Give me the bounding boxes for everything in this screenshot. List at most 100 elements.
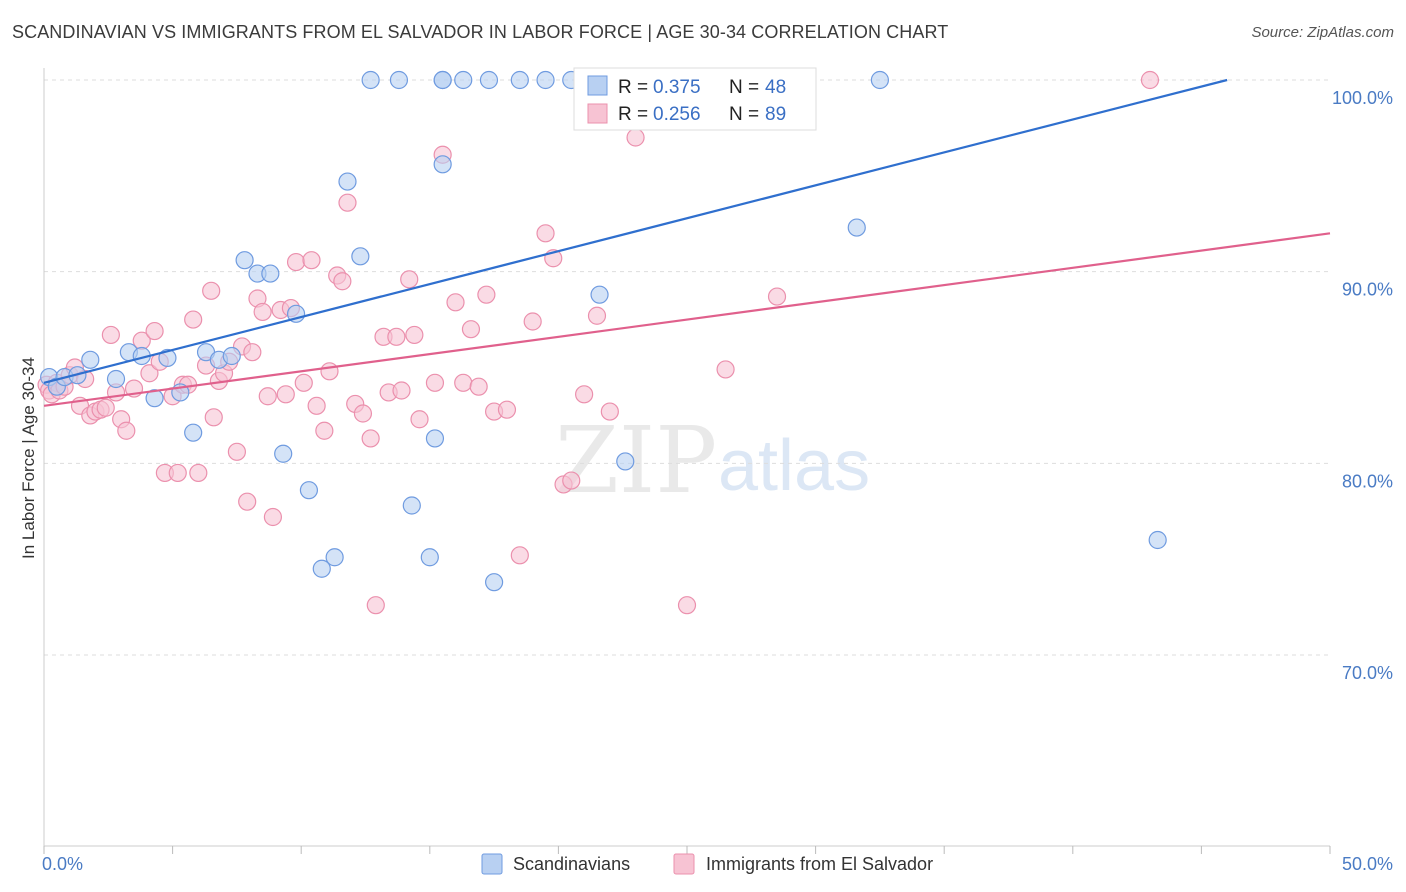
series-immigrants-el-salvador xyxy=(37,70,1160,615)
el-salvador-point-39 xyxy=(243,343,262,362)
el-salvador-point-41 xyxy=(253,302,272,322)
el-salvador-point-71 xyxy=(461,320,481,339)
el-salvador-point-32 xyxy=(204,408,223,427)
scandinavians-point-18 xyxy=(274,444,293,463)
scandinavians-point-8 xyxy=(145,389,164,408)
watermark-zip: ZIP xyxy=(555,407,717,514)
legend-swatch-immigrants-el-salvador xyxy=(587,103,608,124)
legend-r-label-immigrants-el-salvador: R = xyxy=(618,104,648,125)
y-axis-title: In Labor Force | Age 30-34 xyxy=(19,357,38,559)
scandinavians-point-26 xyxy=(389,70,409,90)
el-salvador-point-88 xyxy=(767,287,787,306)
el-salvador-point-14 xyxy=(101,325,120,345)
el-salvador-point-51 xyxy=(315,421,334,440)
trend-lines xyxy=(43,78,1331,407)
watermark: ZIP atlas xyxy=(555,407,870,514)
scandinavians-point-47 xyxy=(1148,530,1167,550)
legend-swatch-scandinavians xyxy=(587,75,608,96)
scandinavians-point-27 xyxy=(402,496,421,515)
el-salvador-point-49 xyxy=(302,251,321,270)
el-salvador-point-55 xyxy=(338,193,357,212)
bottom-legend-swatch-immigrants-el-salvador xyxy=(673,853,695,875)
el-salvador-point-50 xyxy=(307,396,326,415)
scandinavians-point-20 xyxy=(299,481,319,500)
scandinavians-point-31 xyxy=(433,70,452,90)
bottom-legend-label-scandinavians: Scandinavians xyxy=(513,854,630,874)
el-salvador-point-59 xyxy=(366,596,385,615)
scandinavians-point-23 xyxy=(338,172,357,191)
el-salvador-point-52 xyxy=(320,362,339,381)
legend-r-label-scandinavians: R = xyxy=(618,77,648,98)
scandinavians-point-45 xyxy=(847,218,866,237)
el-salvador-point-82 xyxy=(575,385,594,404)
el-salvador-point-62 xyxy=(387,327,406,346)
bottom-legend-label-immigrants-el-salvador: Immigrants from El Salvador xyxy=(706,854,933,874)
gridlines xyxy=(44,79,1330,656)
el-salvador-point-63 xyxy=(392,381,411,400)
el-salvador-point-77 xyxy=(523,312,542,331)
el-salvador-point-20 xyxy=(140,364,159,383)
scandinavians-point-21 xyxy=(312,559,331,578)
legend-n-label-immigrants-el-salvador: N = xyxy=(729,104,759,125)
x-tick-label-1: 50.0% xyxy=(1342,854,1393,874)
series-legend: Scandinavians Immigrants from El Salvado… xyxy=(481,853,933,875)
el-salvador-trend-line xyxy=(43,232,1331,407)
scandinavians-point-4 xyxy=(81,350,100,369)
el-salvador-point-31 xyxy=(202,281,221,300)
el-salvador-point-65 xyxy=(405,325,424,345)
scandinavians-point-24 xyxy=(351,247,370,266)
scandinavians-point-35 xyxy=(485,573,504,592)
el-salvador-point-48 xyxy=(294,373,313,392)
y-tick-label-3: 100.0% xyxy=(1332,88,1393,108)
legend-r-value-immigrants-el-salvador: 0.256 xyxy=(653,104,701,125)
el-salvador-point-45 xyxy=(276,385,295,404)
scandinavians-point-28 xyxy=(420,548,439,567)
scandinavians-point-33 xyxy=(454,70,473,90)
scandinavians-point-37 xyxy=(536,70,555,90)
watermark-atlas: atlas xyxy=(718,426,870,506)
y-tick-label-1: 80.0% xyxy=(1342,471,1393,491)
el-salvador-point-29 xyxy=(189,463,208,483)
scandinavians-point-22 xyxy=(325,548,344,567)
el-salvador-point-78 xyxy=(536,224,555,243)
el-salvador-point-73 xyxy=(477,285,496,304)
y-tick-label-2: 90.0% xyxy=(1342,280,1393,300)
scandinavians-point-5 xyxy=(106,369,126,389)
scandinavians-trend-line xyxy=(43,78,1228,384)
series-scandinavians xyxy=(40,70,1167,592)
el-salvador-point-76 xyxy=(510,546,529,565)
el-salvador-point-36 xyxy=(227,442,246,461)
scandinavians-point-9 xyxy=(158,348,177,368)
el-salvador-point-87 xyxy=(716,360,735,379)
el-salvador-point-21 xyxy=(145,321,164,341)
stats-legend-box xyxy=(573,67,817,131)
legend-n-value-immigrants-el-salvador: 89 xyxy=(765,104,786,125)
stats-legend: R = 0.375 N = 48 R = 0.256 N = 89 xyxy=(573,67,817,131)
y-tick-label-0: 70.0% xyxy=(1342,663,1393,683)
el-salvador-point-28 xyxy=(184,310,203,329)
scandinavians-point-15 xyxy=(235,251,254,270)
x-tick-labels: 0.0% 50.0% xyxy=(42,854,1393,874)
scandinavians-point-36 xyxy=(510,70,529,90)
bottom-legend-swatch-scandinavians xyxy=(481,853,503,875)
el-salvador-point-83 xyxy=(587,306,607,325)
el-salvador-point-72 xyxy=(469,377,488,396)
el-salvador-point-13 xyxy=(96,398,115,417)
el-salvador-point-75 xyxy=(497,400,517,419)
el-salvador-point-43 xyxy=(263,507,283,527)
legend-n-label-scandinavians: N = xyxy=(729,77,759,98)
chart-title: SCANDINAVIAN VS IMMIGRANTS FROM EL SALVA… xyxy=(12,22,949,42)
el-salvador-point-89 xyxy=(1140,70,1160,90)
el-salvador-point-81 xyxy=(562,471,581,490)
el-salvador-point-58 xyxy=(361,429,380,448)
scandinavians-point-34 xyxy=(479,70,499,90)
y-tick-labels: 70.0% 80.0% 90.0% 100.0% xyxy=(1332,88,1393,683)
el-salvador-point-42 xyxy=(258,387,277,406)
el-salvador-point-70 xyxy=(454,373,473,392)
el-salvador-point-54 xyxy=(333,272,352,291)
scandinavians-point-29 xyxy=(425,429,445,448)
chart-source: Source: ZipAtlas.com xyxy=(1251,24,1394,41)
scandinavians-point-40 xyxy=(590,285,609,304)
scandinavians-point-25 xyxy=(361,70,380,90)
